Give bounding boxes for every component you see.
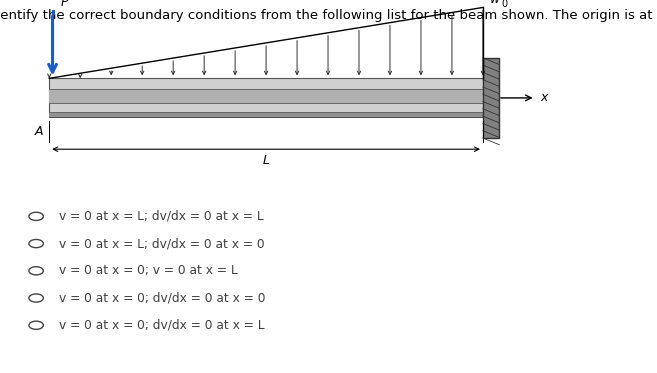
Text: v = 0 at x = 0; v = 0 at x = L: v = 0 at x = 0; v = 0 at x = L [59,264,238,277]
Text: v = 0 at x = 0; dv/dx = 0 at x = L: v = 0 at x = 0; dv/dx = 0 at x = L [59,319,265,332]
Text: P: P [60,0,68,9]
Bar [49,89,483,103]
Text: Identify the correct boundary conditions from the following list for the beam sh: Identify the correct boundary conditions… [0,9,657,22]
Text: A: A [34,125,43,138]
Text: v = 0 at x = L; dv/dx = 0 at x = 0: v = 0 at x = L; dv/dx = 0 at x = 0 [59,237,265,250]
Text: x: x [540,91,547,104]
Bar [49,112,483,117]
Text: v = 0 at x = L; dv/dx = 0 at x = L: v = 0 at x = L; dv/dx = 0 at x = L [59,210,264,223]
Text: w: w [489,0,500,6]
Bar [49,78,483,117]
Text: B: B [484,125,493,138]
Bar [483,58,499,138]
Text: L: L [263,154,269,167]
Text: 0: 0 [501,0,507,9]
Text: v = 0 at x = 0; dv/dx = 0 at x = 0: v = 0 at x = 0; dv/dx = 0 at x = 0 [59,292,265,304]
